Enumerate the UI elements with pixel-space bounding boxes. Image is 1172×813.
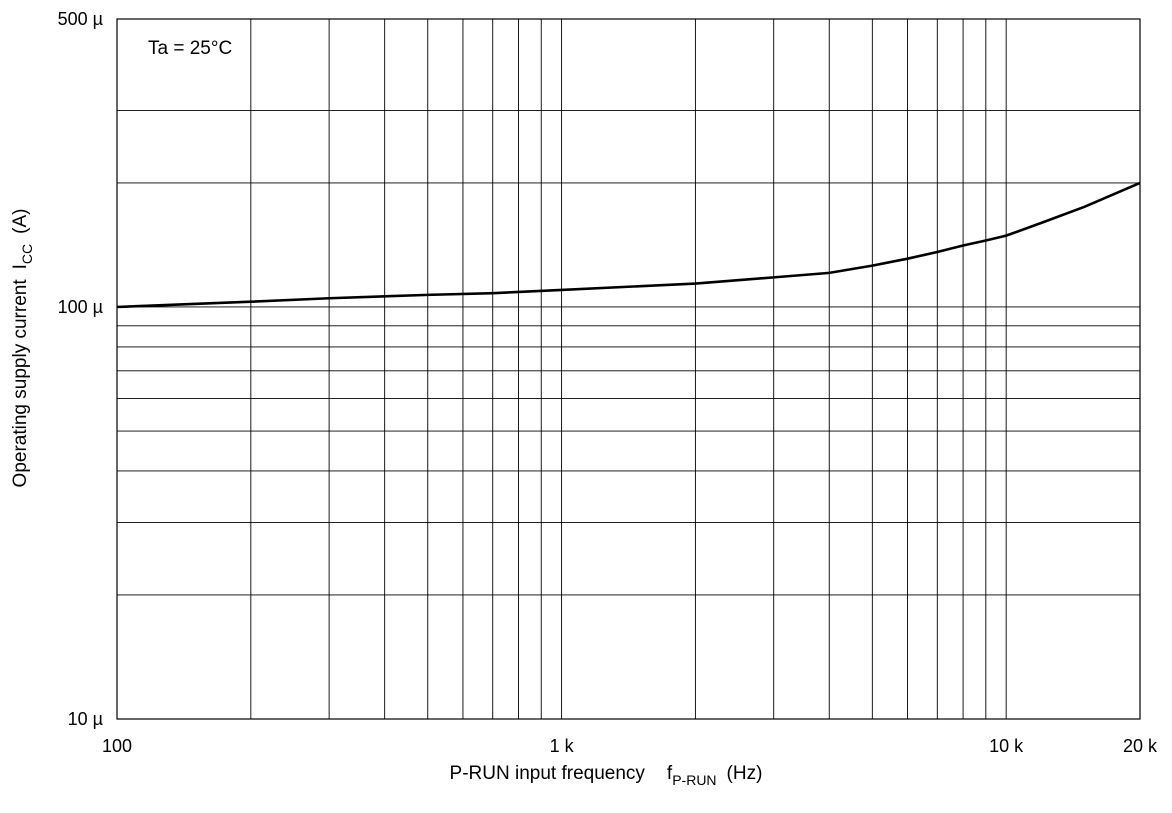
x-tick-label: 10 k [989,736,1024,756]
x-tick-label: 100 [102,736,132,756]
x-tick-label: 1 k [550,736,575,756]
y-grid-lines [117,109,1140,596]
x-axis-label-main: P-RUN input frequency [450,763,646,784]
annotation-box: Ta = 25°C [142,36,239,61]
x-grid-lines [250,19,1007,719]
x-axis-label-symbol: f [667,763,673,784]
y-axis-label: Operating supply current ICC (A) [10,209,35,488]
x-tick-labels: 100 1 k 10 k 20 k [102,736,1158,756]
y-tick-labels: 10 µ 100 µ 500 µ [58,9,103,729]
y-tick-label: 100 µ [58,297,103,317]
annotation-temperature: Ta = 25°C [148,38,232,59]
y-axis-label-symbol: I [10,264,31,269]
y-axis-label-main: Operating supply current [10,279,31,488]
plot-frame [116,18,1141,720]
x-axis-label: P-RUN input frequency fP-RUN (Hz) [450,763,763,788]
y-tick-label: 10 µ [68,709,103,729]
y-axis-label-unit: (A) [10,209,31,234]
x-axis-label-unit: (Hz) [727,763,763,784]
series-line-icc [116,181,1141,309]
x-axis-label-subscript: P-RUN [672,772,716,788]
x-tick-label: 20 k [1123,736,1158,756]
annotation-background [142,36,239,61]
y-axis-label-subscript: CC [19,244,35,264]
y-tick-label: 500 µ [58,9,103,29]
